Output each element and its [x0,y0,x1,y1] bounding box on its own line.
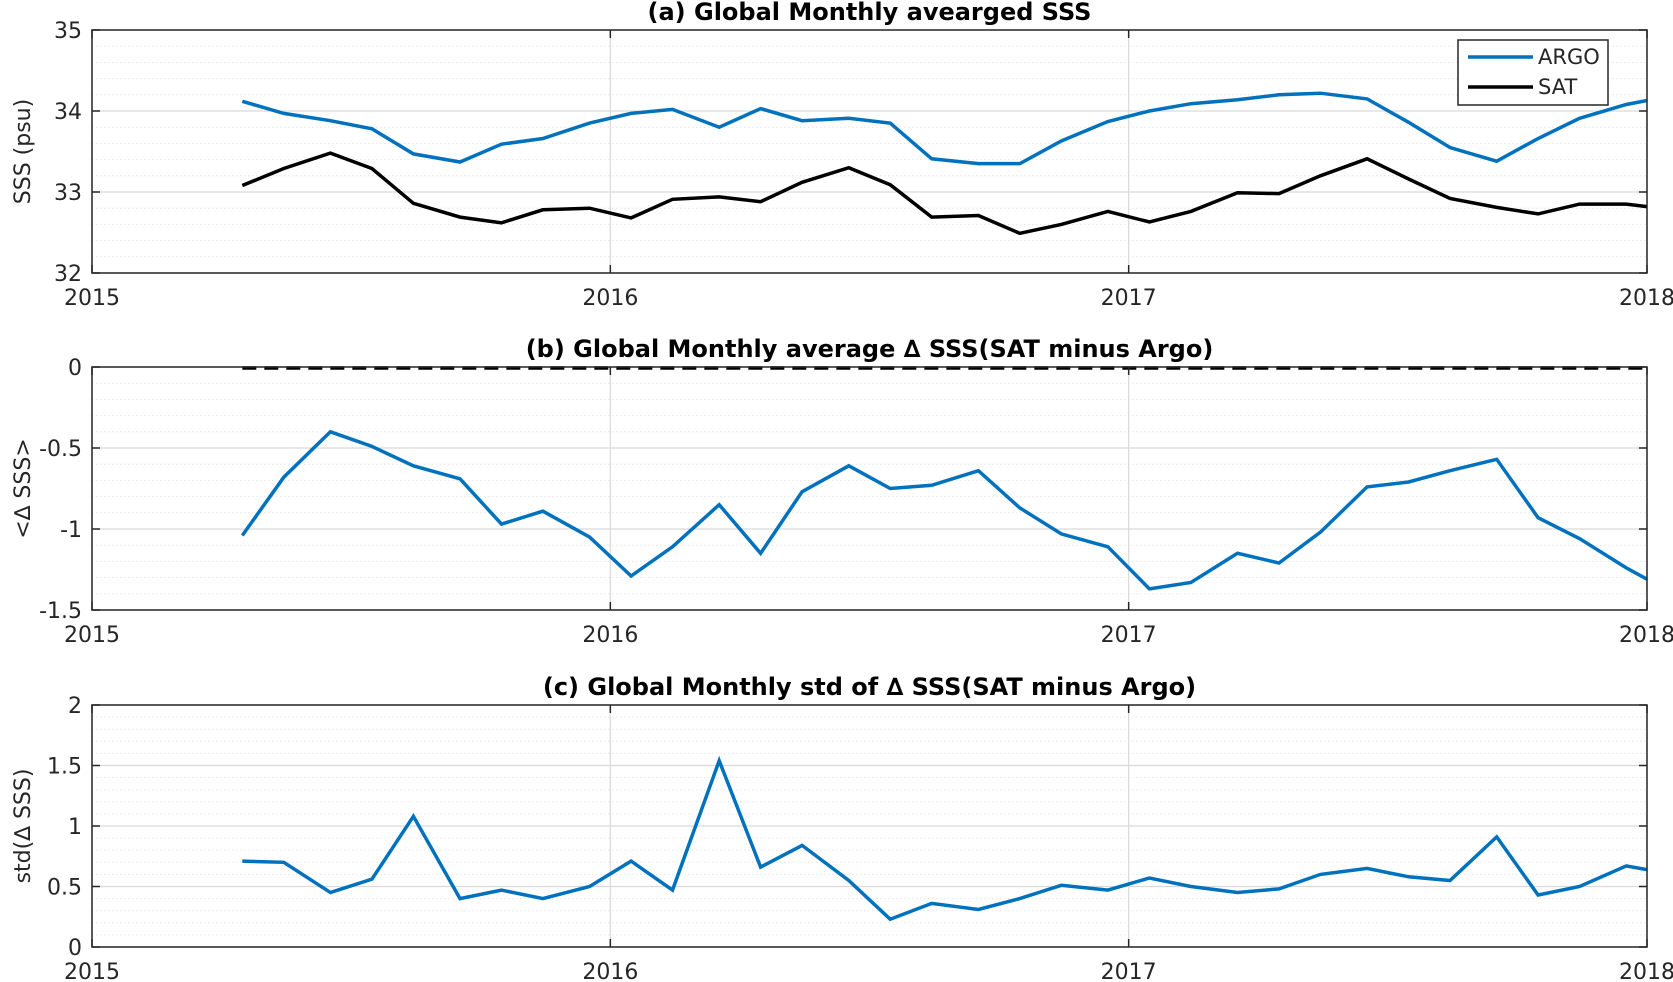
panel-b-title: (b) Global Monthly average ∆ SSS(SAT min… [526,335,1214,363]
series-line-series-0 [240,429,1648,591]
x-tick-label: 2017 [1101,286,1157,311]
panel-a-plot-area: 2015 2016 2017 2018 32 33 34 35 [54,19,1673,311]
x-tick-label: 2015 [64,286,120,311]
x-tick-label: 2016 [582,623,638,648]
y-tick-label: -1 [60,518,82,543]
panel-a-legend: ARGO SAT [1457,39,1609,106]
legend-label-argo: ARGO [1538,45,1600,69]
series-line-sat [241,151,1648,236]
y-tick-label: 0.5 [47,876,82,901]
series-line-argo [241,91,1648,166]
plot-background [92,367,1647,610]
panel-a-sss: (a) Global Monthly avearged SSS SSS (psu… [11,0,1673,311]
y-tick-label: 1 [68,815,82,840]
x-tick-label: 2017 [1101,960,1157,982]
panel-b-plot-area: 2015 2016 2017 2018 -1.5 -1 -0.5 0 [39,356,1673,648]
x-tick-label: 2015 [64,623,120,648]
y-tick-label: -1.5 [39,599,82,624]
panel-c-ylabel: std(∆ SSS) [11,769,36,884]
axes-frame [91,366,1648,611]
y-tick-label: 33 [54,181,82,206]
panel-c-title: (c) Global Monthly std of ∆ SSS(SAT minu… [543,673,1196,701]
panel-b-ylabel: <∆ SSS> [11,438,36,538]
y-tick-label: 1.5 [47,755,82,780]
y-tick-label: 35 [54,19,82,44]
y-tick-label: 34 [54,100,82,125]
x-tick-label: 2018 [1619,960,1673,982]
y-tick-label: 2 [68,694,82,719]
x-tick-label: 2018 [1619,623,1673,648]
y-tick-label: 0 [68,356,82,381]
x-tick-label: 2016 [582,286,638,311]
y-tick-label: -0.5 [39,437,82,462]
plot-background [92,30,1647,273]
panel-c-std-diff: (c) Global Monthly std of ∆ SSS(SAT minu… [11,673,1673,982]
y-tick-label: 0 [68,936,82,961]
series-line-series-0 [242,755,1648,922]
x-tick-label: 2017 [1101,623,1157,648]
x-tick-label: 2016 [582,960,638,982]
y-tick-label: 32 [54,262,82,287]
legend-box [1457,39,1609,106]
panel-a-title: (a) Global Monthly avearged SSS [648,0,1092,26]
panel-c-plot-area: 2015 2016 2017 2018 0 0.5 1 1.5 2 [47,694,1673,982]
panel-b-mean-diff: (b) Global Monthly average ∆ SSS(SAT min… [11,335,1673,648]
x-tick-label: 2018 [1619,286,1673,311]
legend-label-sat: SAT [1538,75,1577,99]
axes-frame [91,29,1648,274]
panel-a-ylabel: SSS (psu) [11,99,36,204]
x-tick-label: 2015 [64,960,120,982]
